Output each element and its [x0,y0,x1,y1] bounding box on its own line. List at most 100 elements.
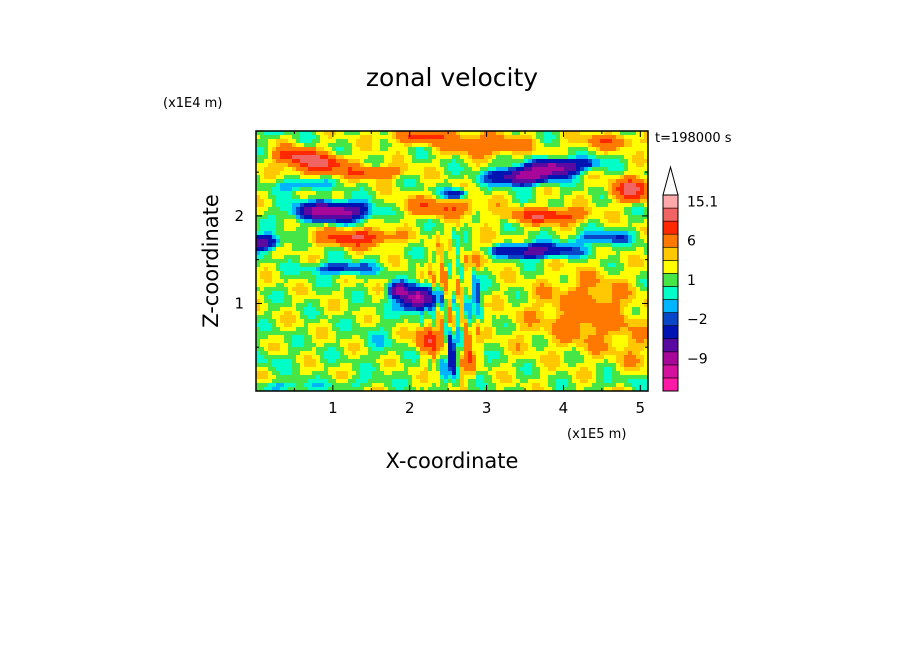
field-cell [624,143,629,148]
field-cell [280,259,285,264]
field-cell [644,195,649,200]
field-cell [372,239,377,244]
field-cell [448,163,453,168]
field-cell [576,263,581,268]
field-cell [640,247,645,252]
field-cell [564,223,569,228]
field-cell [332,307,337,312]
field-cell [352,191,357,196]
field-cell [320,251,325,256]
field-cell [436,251,441,256]
field-cell [328,223,333,228]
field-cell [468,307,473,312]
field-cell [368,331,373,336]
field-cell [552,267,557,272]
field-cell [444,159,449,164]
field-cell [268,259,273,264]
field-cell [632,275,637,280]
field-cell [632,131,637,136]
field-cell [448,171,453,176]
field-cell [368,283,373,288]
field-cell [468,315,473,320]
field-cell [532,295,537,300]
field-cell [376,207,381,212]
field-cell [344,151,349,156]
field-cell [424,227,429,232]
field-cell [352,251,357,256]
field-cell [564,175,569,180]
field-cell [512,315,517,320]
field-cell [428,323,433,328]
field-cell [488,183,493,188]
field-cell [472,151,477,156]
field-cell [640,135,645,140]
field-cell [636,151,641,156]
field-cell [388,307,393,312]
field-cell [492,299,497,304]
field-cell [412,227,417,232]
field-cell [368,211,373,216]
field-cell [328,247,333,252]
field-cell [572,159,577,164]
field-cell [308,323,313,328]
field-cell [400,327,405,332]
field-cell [560,203,565,208]
field-cell [424,179,429,184]
field-cell [300,195,305,200]
field-cell [340,319,345,324]
field-cell [476,131,481,136]
field-cell [500,211,505,216]
field-cell [432,239,437,244]
field-cell [596,279,601,284]
field-cell [416,283,421,288]
field-cell [448,295,453,300]
field-cell [496,219,501,224]
field-cell [364,275,369,280]
field-cell [576,203,581,208]
field-cell [300,163,305,168]
field-cell [476,235,481,240]
field-cell [308,307,313,312]
field-cell [324,191,329,196]
field-cell [304,199,309,204]
field-cell [500,255,505,260]
field-cell [268,255,273,260]
field-cell [268,175,273,180]
field-cell [264,223,269,228]
field-cell [620,327,625,332]
field-cell [296,267,301,272]
field-cell [300,275,305,280]
field-cell [372,251,377,256]
field-cell [436,275,441,280]
field-cell [524,255,529,260]
field-cell [460,287,465,292]
field-cell [280,167,285,172]
field-cell [388,331,393,336]
field-cell [268,247,273,252]
field-cell [380,291,385,296]
field-cell [572,279,577,284]
field-cell [576,147,581,152]
field-cell [540,315,545,320]
field-cell [584,131,589,136]
field-cell [420,179,425,184]
field-cell [544,307,549,312]
field-cell [476,227,481,232]
field-cell [440,207,445,212]
field-cell [544,263,549,268]
field-cell [484,163,489,168]
field-cell [320,175,325,180]
field-cell [448,315,453,320]
field-cell [548,135,553,140]
field-cell [620,303,625,308]
field-cell [568,307,573,312]
field-cell [492,139,497,144]
field-cell [444,315,449,320]
field-cell [512,163,517,168]
field-cell [520,279,525,284]
field-cell [296,195,301,200]
field-cell [384,139,389,144]
field-cell [636,287,641,292]
field-cell [380,315,385,320]
field-cell [344,243,349,248]
